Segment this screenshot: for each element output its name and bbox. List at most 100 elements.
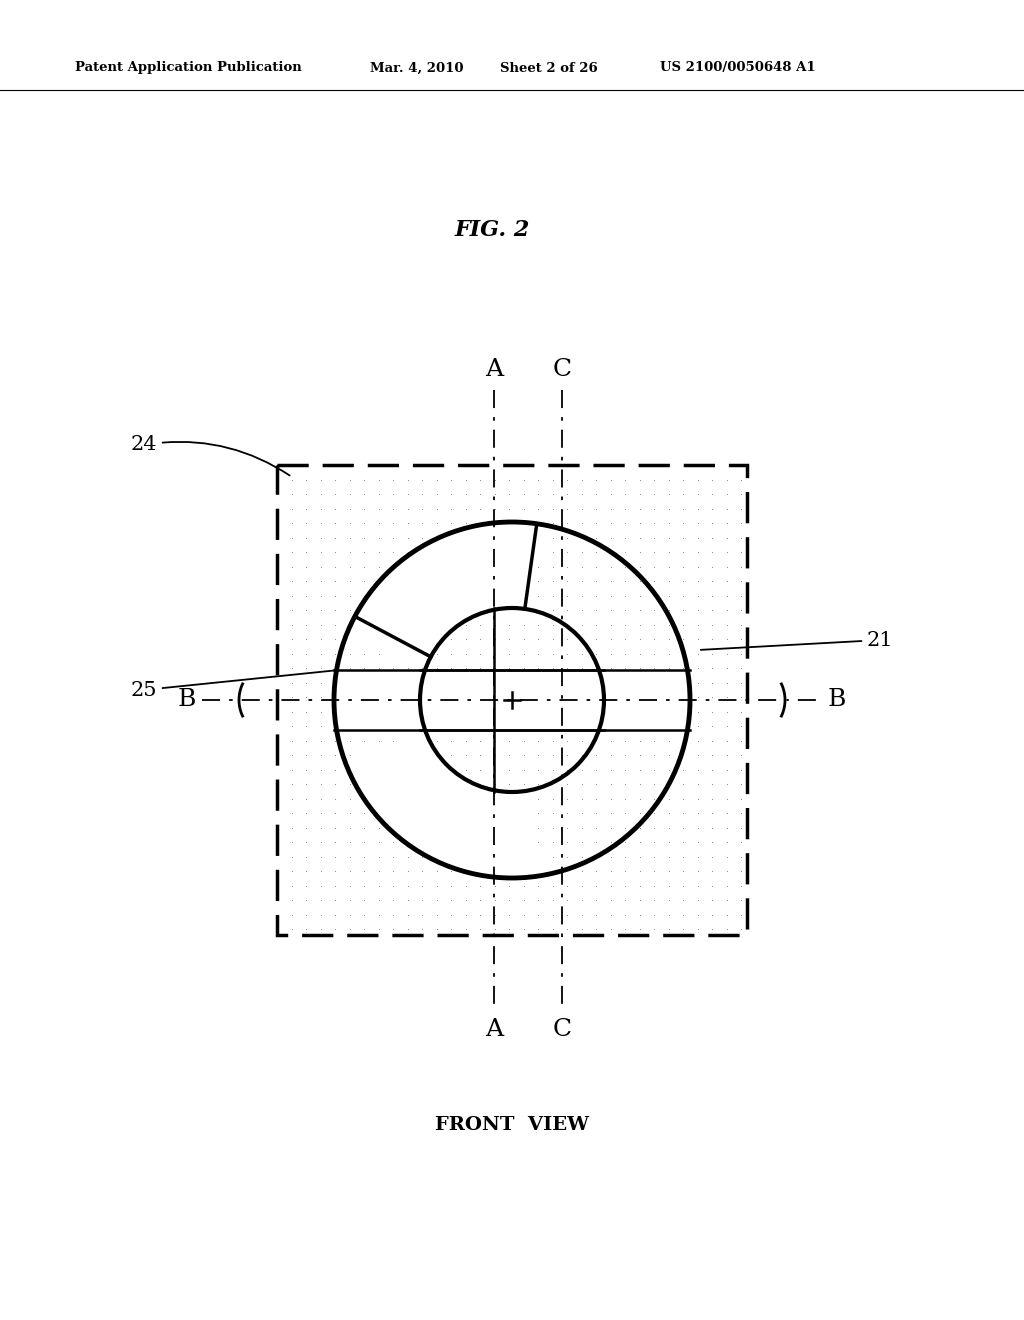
Point (298, 527, 314, 548)
Point (458, 744, 474, 766)
Point (616, 498, 633, 519)
Point (646, 803, 663, 824)
Point (458, 875, 474, 896)
Point (341, 890, 357, 911)
Point (573, 861, 590, 882)
Point (312, 512, 329, 533)
Point (371, 730, 387, 751)
Point (371, 527, 387, 548)
Point (501, 643, 517, 664)
Point (385, 919, 401, 940)
Point (632, 541, 648, 562)
Point (573, 541, 590, 562)
Point (515, 701, 531, 722)
Point (428, 730, 444, 751)
Point (660, 527, 677, 548)
Point (602, 469, 618, 490)
Point (371, 846, 387, 867)
Point (458, 817, 474, 838)
Point (545, 904, 561, 925)
Wedge shape (346, 731, 543, 876)
Point (573, 730, 590, 751)
Point (660, 657, 677, 678)
Point (341, 730, 357, 751)
Point (646, 469, 663, 490)
Point (428, 686, 444, 708)
Point (646, 817, 663, 838)
Point (545, 469, 561, 490)
Point (703, 643, 720, 664)
Point (602, 759, 618, 780)
Point (588, 890, 604, 911)
Point (472, 701, 488, 722)
Point (428, 469, 444, 490)
Point (529, 744, 546, 766)
Point (298, 701, 314, 722)
Point (442, 890, 459, 911)
Point (385, 657, 401, 678)
Point (298, 541, 314, 562)
Point (486, 657, 503, 678)
Point (573, 614, 590, 635)
Point (616, 570, 633, 591)
Point (689, 904, 706, 925)
Point (545, 585, 561, 606)
Point (703, 585, 720, 606)
Point (371, 904, 387, 925)
Point (355, 556, 372, 577)
Point (486, 832, 503, 853)
Point (501, 498, 517, 519)
Point (545, 890, 561, 911)
Point (414, 788, 430, 809)
Point (355, 846, 372, 867)
Point (515, 498, 531, 519)
Point (298, 599, 314, 620)
Point (588, 803, 604, 824)
Point (675, 832, 691, 853)
Point (733, 498, 750, 519)
Point (689, 614, 706, 635)
Point (355, 527, 372, 548)
Point (442, 469, 459, 490)
Point (298, 556, 314, 577)
Point (355, 803, 372, 824)
Point (298, 919, 314, 940)
Point (371, 469, 387, 490)
Point (559, 832, 575, 853)
Point (312, 919, 329, 940)
Point (298, 744, 314, 766)
Point (559, 643, 575, 664)
Point (703, 904, 720, 925)
Point (602, 643, 618, 664)
Point (428, 788, 444, 809)
Point (675, 599, 691, 620)
Point (472, 614, 488, 635)
Point (371, 541, 387, 562)
Point (472, 469, 488, 490)
Point (675, 730, 691, 751)
Point (312, 817, 329, 838)
Point (428, 498, 444, 519)
Point (428, 483, 444, 504)
Point (428, 904, 444, 925)
Point (616, 788, 633, 809)
Point (442, 715, 459, 737)
Point (341, 701, 357, 722)
Point (660, 498, 677, 519)
Point (501, 469, 517, 490)
Point (472, 904, 488, 925)
Point (284, 875, 300, 896)
Point (355, 512, 372, 533)
Point (660, 759, 677, 780)
Point (529, 469, 546, 490)
Point (559, 628, 575, 649)
Point (458, 628, 474, 649)
Point (428, 832, 444, 853)
Point (312, 585, 329, 606)
Point (284, 744, 300, 766)
Point (588, 599, 604, 620)
Point (689, 512, 706, 533)
Point (341, 599, 357, 620)
Point (529, 715, 546, 737)
Point (689, 730, 706, 751)
